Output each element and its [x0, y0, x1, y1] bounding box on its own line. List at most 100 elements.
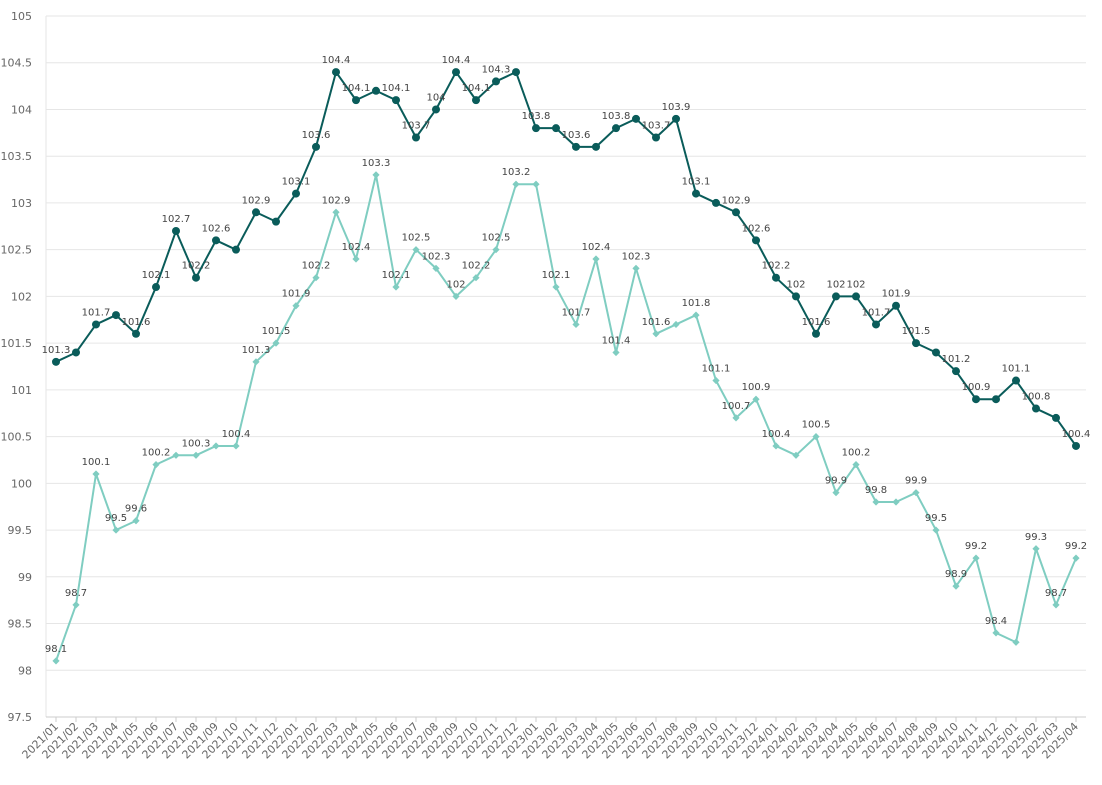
data-label: 101.7: [862, 307, 891, 318]
data-point: [612, 348, 620, 357]
data-label: 99.3: [1025, 532, 1047, 543]
data-label: 102.5: [402, 233, 431, 244]
data-point: [92, 320, 100, 329]
data-label: 99.5: [925, 513, 947, 524]
data-label: 98.1: [45, 644, 67, 655]
data-label: 103.2: [502, 167, 531, 178]
data-point: [632, 114, 640, 123]
data-point: [972, 395, 980, 404]
y-tick-label: 98.5: [8, 618, 33, 631]
data-point: [272, 339, 280, 347]
data-label: 98.7: [1045, 588, 1067, 599]
data-point: [792, 292, 800, 301]
data-point: [932, 526, 940, 534]
data-point: [712, 198, 720, 207]
data-label: 101.7: [82, 307, 111, 318]
data-point: [652, 133, 660, 142]
data-label: 101.6: [122, 317, 151, 328]
data-label: 102.9: [242, 195, 271, 206]
data-label: 104.1: [342, 83, 371, 94]
data-point: [832, 489, 840, 497]
data-point: [112, 526, 120, 534]
data-point: [372, 171, 380, 179]
data-point: [392, 283, 400, 291]
data-label: 98.7: [65, 588, 87, 599]
data-point: [232, 245, 240, 254]
data-point: [652, 330, 660, 338]
data-label: 102.4: [342, 242, 371, 253]
data-point: [792, 451, 800, 459]
data-point: [292, 302, 300, 310]
data-point: [532, 180, 540, 188]
data-point: [1012, 638, 1020, 646]
data-labels: 101.3 101.7 101.6 102.1 102.7 102.2 102.6 102.9…: [42, 55, 1091, 655]
data-point: [272, 217, 280, 226]
data-point: [532, 124, 540, 133]
data-point: [832, 292, 840, 301]
data-point: [512, 180, 520, 188]
y-tick-label: 102.5: [1, 244, 33, 257]
data-point: [552, 124, 560, 133]
data-label: 102.6: [742, 223, 771, 234]
data-point: [372, 86, 380, 95]
data-label: 100.2: [142, 448, 171, 459]
data-point: [732, 414, 740, 422]
data-point: [672, 114, 680, 123]
data-label: 103.6: [302, 130, 331, 141]
data-point: [292, 189, 300, 198]
data-point: [492, 77, 500, 86]
data-label: 101.3: [42, 345, 71, 356]
data-label: 104.1: [382, 83, 411, 94]
data-label: 102.3: [422, 251, 451, 262]
data-label: 102.2: [762, 261, 791, 272]
data-point: [472, 96, 480, 105]
data-point: [812, 433, 820, 441]
series: [52, 68, 1080, 665]
gridlines: [46, 15, 1086, 718]
data-point: [452, 68, 460, 77]
y-tick-label: 97.5: [8, 711, 33, 724]
data-label: 99.2: [1065, 541, 1087, 552]
data-label: 102.3: [622, 251, 651, 262]
data-label: 99.6: [125, 504, 147, 515]
data-label: 103.9: [662, 102, 691, 113]
data-point: [492, 246, 500, 254]
data-label: 102.2: [462, 261, 491, 272]
data-point: [872, 320, 880, 329]
data-label: 100.3: [182, 438, 211, 449]
data-label: 101.1: [702, 364, 731, 375]
data-point: [952, 367, 960, 376]
data-label: 101.4: [602, 335, 631, 346]
data-label: 102.2: [302, 261, 331, 272]
data-label: 102.5: [482, 233, 511, 244]
data-label: 102.2: [182, 261, 211, 272]
y-tick-label: 105: [11, 10, 32, 23]
data-label: 101.5: [262, 326, 291, 337]
data-point: [1052, 601, 1060, 609]
y-tick-label: 104: [11, 103, 32, 116]
data-point: [412, 133, 420, 142]
data-label: 102.1: [542, 270, 571, 281]
data-label: 102: [446, 279, 465, 290]
y-tick-label: 101: [11, 384, 32, 397]
data-point: [152, 283, 160, 292]
y-tick-label: 99: [18, 571, 32, 584]
data-label: 98.4: [985, 616, 1007, 627]
y-tick-label: 102: [11, 290, 32, 303]
data-point: [1032, 545, 1040, 553]
data-point: [72, 601, 80, 609]
series-line: [55, 173, 1077, 662]
data-point: [412, 246, 420, 254]
data-point: [192, 451, 200, 459]
data-label: 101.9: [282, 289, 311, 300]
data-point: [1052, 413, 1060, 422]
data-point: [252, 208, 260, 217]
data-label: 103.1: [282, 177, 311, 188]
data-point: [132, 517, 140, 525]
y-tick-label: 103.5: [1, 150, 33, 163]
data-label: 101.7: [562, 307, 591, 318]
data-point: [172, 226, 180, 235]
x-axis: 2021/012021/022021/032021/042021/052021/…: [20, 716, 1086, 761]
data-label: 101.8: [682, 298, 711, 309]
data-point: [172, 451, 180, 459]
